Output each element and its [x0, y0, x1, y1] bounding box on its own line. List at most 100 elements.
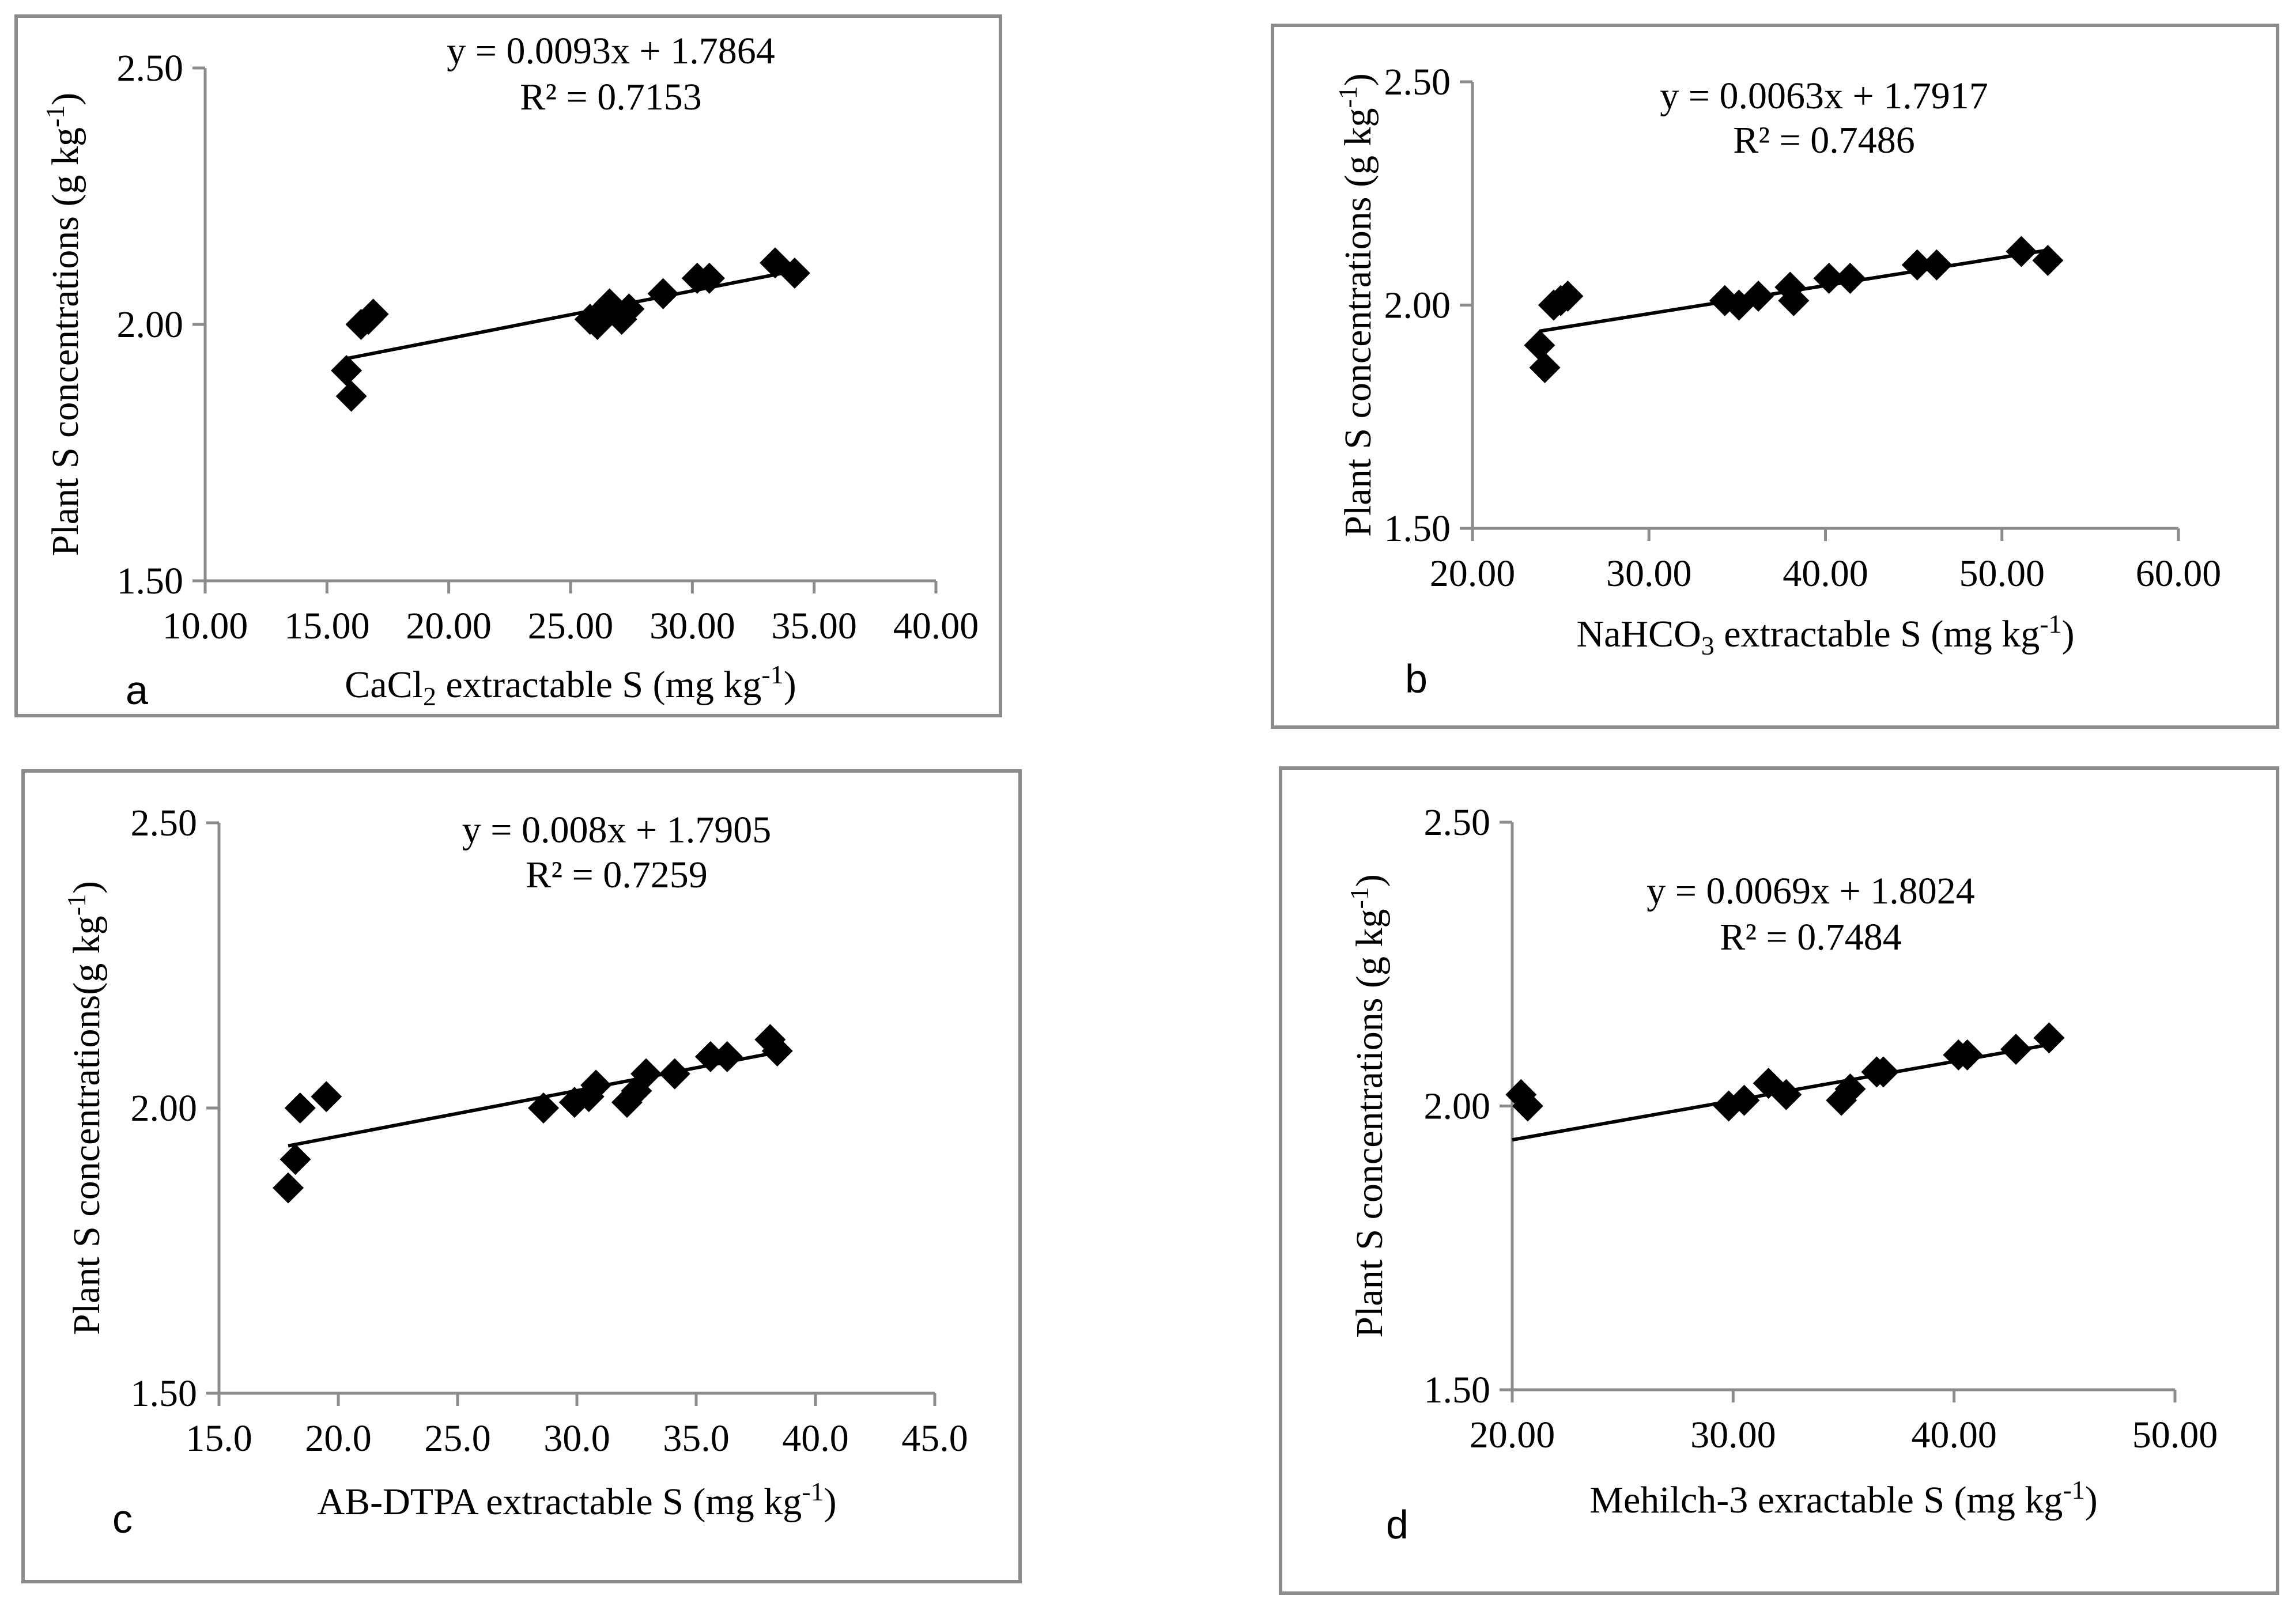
x-tick-label: 50.00 [2132, 1414, 2218, 1456]
x-tick-label: 30.0 [543, 1417, 610, 1459]
data-point [1529, 352, 1561, 383]
panel-letter: b [1405, 656, 1428, 701]
data-point [694, 1041, 726, 1072]
y-axis-title: Plant S concentrations (g kg-1) [1333, 73, 1379, 537]
x-tick-label: 15.00 [284, 605, 370, 647]
x-tick-label: 30.00 [1690, 1414, 1776, 1456]
chart-panel-c: 1.50 2.00 2.50 15.0 20.0 25.0 30.0 35.0 40.0 45.0… [21, 769, 1022, 1583]
data-point [1951, 1039, 1983, 1071]
x-axis-title: CaCl2 extractable S (mg kg-1) [345, 660, 796, 711]
x-tick-label: 40.00 [1911, 1414, 1997, 1456]
r-squared-label: R² = 0.7486 [1733, 119, 1915, 161]
panel-frame [21, 769, 1022, 1583]
r-squared-label: R² = 0.7259 [526, 854, 708, 896]
trend-line [288, 1050, 778, 1148]
data-point [2033, 1022, 2065, 1054]
y-tick-label: 2.00 [1424, 1086, 1491, 1128]
data-point [630, 1058, 662, 1090]
data-point [1770, 1079, 1802, 1110]
x-axis-title: NaHCO3 extractable S (mg kg-1) [1576, 609, 2074, 660]
chart-panel-a: 1.50 2.00 2.50 10.00 15.00 20.00 25.00 30.00 35.… [14, 14, 1002, 717]
y-axis-title: Plant S concentrations(g kg-1) [62, 881, 108, 1335]
y-tick-label: 1.50 [1384, 508, 1451, 550]
x-tick-label: 25.00 [528, 605, 614, 647]
x-tick-label: 40.00 [893, 605, 979, 647]
x-tick-label: 30.00 [649, 605, 735, 647]
panel-frame [1271, 24, 2279, 729]
data-point [1813, 263, 1845, 294]
regression-equation: y = 0.008x + 1.7905 [462, 809, 771, 851]
data-point [1552, 281, 1584, 312]
regression-equation: y = 0.0069x + 1.8024 [1647, 870, 1974, 912]
regression-equation: y = 0.0063x + 1.7917 [1660, 75, 1988, 117]
data-point [1524, 330, 1555, 361]
data-point [357, 298, 389, 330]
data-point [613, 293, 645, 325]
x-tick-label: 20.0 [305, 1417, 372, 1459]
data-point [311, 1081, 342, 1113]
data-point [284, 1092, 316, 1124]
x-tick-label: 20.00 [1470, 1414, 1555, 1456]
data-point [761, 1035, 793, 1067]
r-squared-label: R² = 0.7484 [1720, 916, 1902, 958]
data-point [693, 262, 725, 294]
data-point [2006, 236, 2037, 267]
y-tick-label: 1.50 [117, 560, 184, 602]
y-axis-title: Plant S concentrations (g kg-1) [40, 93, 86, 557]
x-tick-label: 60.00 [2136, 553, 2222, 595]
data-point [1743, 281, 1774, 312]
data-point [528, 1092, 560, 1124]
x-tick-label: 15.0 [186, 1417, 252, 1459]
data-point [1868, 1056, 1899, 1088]
y-tick-label: 2.00 [131, 1087, 198, 1129]
x-tick-label: 30.00 [1606, 553, 1692, 595]
data-point [659, 1058, 690, 1090]
data-point [1921, 249, 1953, 281]
data-point [2000, 1034, 2031, 1065]
y-tick-label: 2.50 [117, 47, 184, 89]
y-tick-label: 2.00 [117, 304, 184, 346]
data-point [1778, 285, 1810, 316]
x-tick-label: 45.0 [901, 1417, 968, 1459]
y-tick-label: 1.50 [131, 1372, 198, 1415]
panel-letter: d [1386, 1502, 1408, 1547]
panel-letter: c [112, 1496, 133, 1541]
x-tick-label: 25.0 [424, 1417, 491, 1459]
data-point [711, 1041, 743, 1072]
x-tick-label: 10.00 [163, 605, 248, 647]
x-axis-title: AB-DTPA extractable S (mg kg-1) [317, 1477, 836, 1523]
x-axis-title: Mehilch-3 exractable S (mg kg-1) [1589, 1475, 2097, 1521]
data-point [647, 278, 679, 309]
data-point [1834, 263, 1866, 294]
y-axis-title: Plant S concentrations (g kg-1) [1345, 874, 1391, 1338]
y-tick-label: 2.50 [1384, 61, 1451, 103]
x-tick-label: 40.00 [1783, 553, 1868, 595]
data-point [1728, 1084, 1760, 1116]
x-tick-label: 35.00 [771, 605, 857, 647]
y-tick-label: 2.00 [1384, 285, 1451, 327]
data-point [2032, 245, 2064, 276]
data-point [580, 1069, 612, 1101]
x-tick-label: 40.0 [782, 1417, 849, 1459]
y-tick-label: 1.50 [1424, 1369, 1491, 1411]
x-tick-label: 20.00 [1430, 553, 1516, 595]
x-tick-label: 35.0 [663, 1417, 730, 1459]
data-point [1512, 1090, 1543, 1122]
data-point [331, 355, 362, 387]
panel-frame [1279, 766, 2279, 1595]
x-tick-label: 50.00 [1959, 553, 2045, 595]
data-point [779, 258, 810, 289]
data-point [280, 1144, 311, 1175]
regression-equation: y = 0.0093x + 1.7864 [447, 30, 775, 72]
x-tick-label: 20.00 [406, 605, 492, 647]
data-point [335, 380, 367, 412]
y-tick-label: 2.50 [1424, 801, 1491, 844]
trend-line [346, 269, 795, 361]
y-tick-label: 2.50 [131, 802, 198, 844]
data-point [1901, 249, 1933, 281]
data-point [1834, 1073, 1866, 1105]
chart-panel-d: 1.50 2.00 2.50 20.00 30.00 40.00 50.00 Plant S … [1279, 766, 2279, 1595]
panel-frame [14, 14, 1002, 717]
panel-letter: a [126, 668, 148, 713]
